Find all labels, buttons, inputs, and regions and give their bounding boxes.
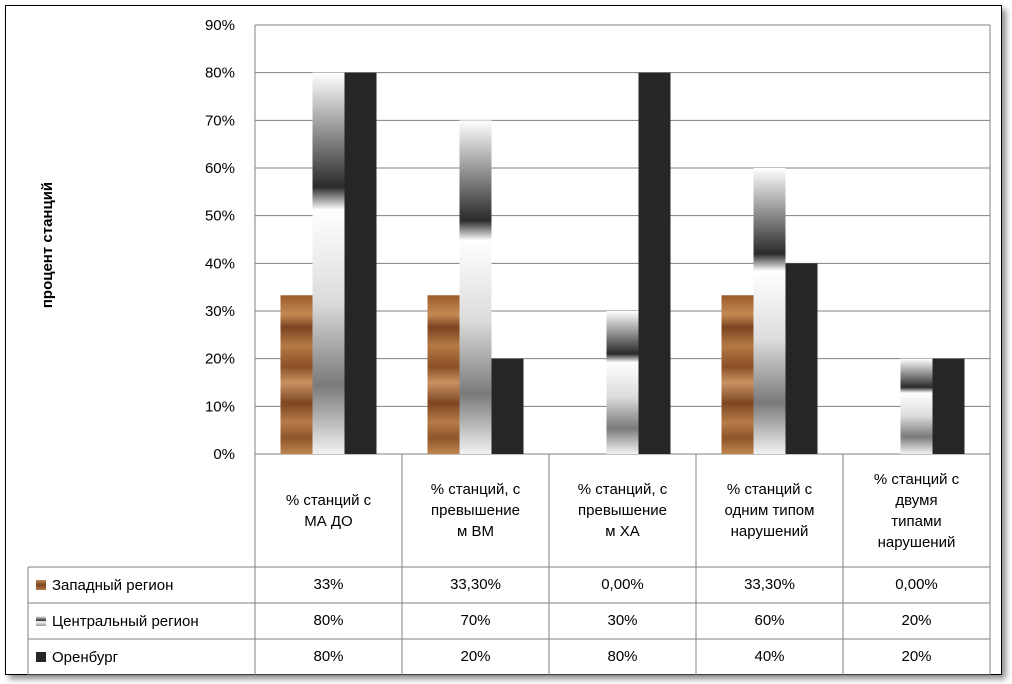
legend-entry: Центральный регион bbox=[36, 603, 199, 639]
bar bbox=[427, 295, 460, 454]
category-label-line: % станций с bbox=[726, 481, 813, 498]
table-cell: 20% bbox=[460, 648, 491, 665]
bar bbox=[721, 295, 754, 454]
category-label-line: % станций, с bbox=[577, 481, 668, 498]
y-tick-label: 50% bbox=[205, 208, 235, 225]
bar bbox=[900, 358, 933, 454]
category-label-line: типами bbox=[891, 512, 942, 530]
y-tick-label: 60% bbox=[205, 160, 235, 177]
category-label-line: м ХА bbox=[605, 523, 640, 540]
table-cell: 60% bbox=[754, 612, 785, 629]
table-cell: 80% bbox=[607, 648, 638, 665]
legend-label: Оренбург bbox=[52, 648, 119, 666]
y-tick-label: 30% bbox=[205, 303, 235, 320]
y-tick-label: 0% bbox=[213, 446, 235, 463]
category-label-line: % станций, с bbox=[430, 481, 521, 498]
category-label: % станций, с превышение м ВМ bbox=[402, 456, 549, 565]
bar bbox=[344, 72, 377, 455]
category-label-line: нарушений bbox=[730, 523, 809, 540]
table-cell: 0,00% bbox=[601, 576, 644, 593]
y-tick-label: 10% bbox=[205, 398, 235, 415]
category-label-line: двумя bbox=[895, 491, 938, 509]
category-label: % станций с МА ДО bbox=[255, 456, 402, 565]
chart-frame bbox=[5, 5, 1002, 675]
bar bbox=[638, 72, 671, 455]
y-tick-label: 80% bbox=[205, 65, 235, 82]
table-cell: 20% bbox=[901, 612, 932, 629]
y-tick-label: 90% bbox=[205, 17, 235, 34]
category-label-line: МА ДО bbox=[304, 512, 353, 530]
table-cell: 30% bbox=[607, 612, 638, 629]
bar bbox=[606, 311, 639, 454]
table-cell: 70% bbox=[460, 612, 491, 629]
y-axis-ticks: 0% 10% 20% 30% 40% 50% 60% 70% 80% 90% bbox=[205, 17, 235, 463]
table-cell: 33,30% bbox=[744, 576, 795, 593]
legend-swatch bbox=[36, 580, 46, 590]
category-label-line: % станций с bbox=[285, 491, 372, 509]
bar bbox=[280, 295, 313, 454]
y-axis-label: процент станций bbox=[39, 182, 56, 308]
y-tick-label: 20% bbox=[205, 351, 235, 368]
table-cell: 80% bbox=[313, 648, 344, 665]
category-label-line: одним типом bbox=[724, 502, 815, 519]
category-label-line: % станций с bbox=[873, 470, 960, 488]
bars bbox=[280, 72, 965, 455]
category-label-line: превышение bbox=[578, 502, 667, 519]
data-table-lines bbox=[27, 454, 991, 676]
legend-swatch bbox=[36, 652, 46, 662]
bar bbox=[785, 263, 818, 454]
table-cell: 0,00% bbox=[895, 576, 938, 593]
legend-entry: Западный регион bbox=[36, 567, 173, 603]
y-tick-label: 70% bbox=[205, 112, 235, 129]
legend-label: Западный регион bbox=[52, 576, 174, 594]
bar bbox=[459, 120, 492, 454]
category-label-line: превышение bbox=[431, 502, 520, 519]
category-label-line: нарушений bbox=[877, 533, 956, 551]
table-cell: 40% bbox=[754, 648, 785, 665]
legend-label: Центральный регион bbox=[52, 612, 199, 630]
table-cell: 20% bbox=[901, 648, 932, 665]
category-label: % станций с двумя типами нарушений bbox=[843, 456, 990, 565]
category-label: % станций, с превышение м ХА bbox=[549, 456, 696, 565]
category-label-line: м ВМ bbox=[457, 523, 494, 540]
category-label: % станций с одним типом нарушений bbox=[696, 456, 843, 565]
y-tick-label: 40% bbox=[205, 255, 235, 272]
table-cell: 33,30% bbox=[450, 576, 501, 593]
table-cell: 33% bbox=[313, 576, 344, 593]
gridlines bbox=[254, 24, 991, 455]
bar bbox=[491, 358, 524, 454]
legend-swatch bbox=[36, 616, 46, 626]
bar bbox=[312, 72, 345, 455]
bar bbox=[932, 358, 965, 454]
bar bbox=[753, 168, 786, 454]
legend-entry: Оренбург bbox=[36, 639, 118, 675]
table-cell: 80% bbox=[313, 612, 344, 629]
